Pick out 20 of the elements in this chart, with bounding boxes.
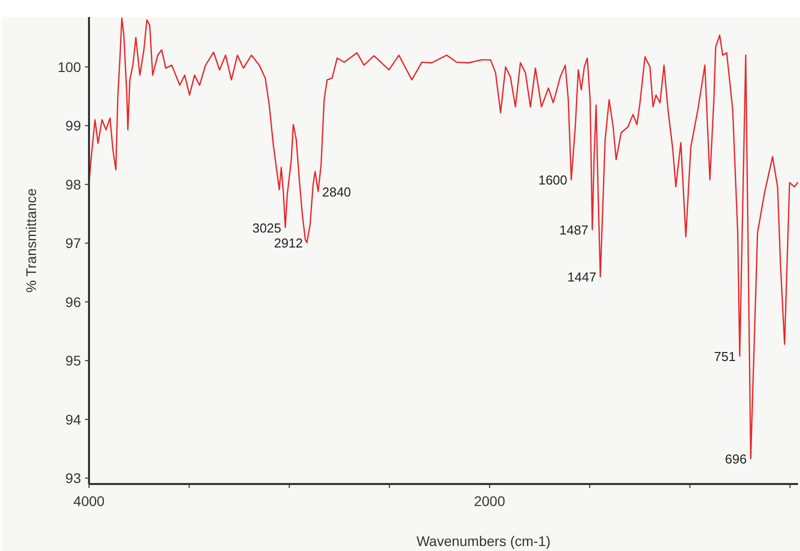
y-tick-label: 96 [65, 294, 82, 310]
annotation: 1447 [567, 270, 596, 285]
annotation: 1600 [538, 172, 568, 188]
annotation: 1487 [559, 222, 588, 238]
x-tick-label: 2000 [474, 493, 506, 509]
annotation: 696 [725, 452, 747, 467]
x-tick-label: 4000 [73, 493, 105, 509]
annotation: 3025 [252, 220, 282, 236]
y-tick-label: 100 [58, 58, 82, 75]
y-tick-label: 99 [65, 118, 82, 134]
annotation: 2912 [274, 236, 303, 251]
annotation: 2840 [322, 184, 352, 200]
y-tick-label: 98 [65, 176, 82, 192]
y-tick-label: 94 [65, 411, 82, 428]
y-tick-label: 95 [65, 352, 82, 369]
x-axis-title: Wavenumbers (cm-1) [416, 533, 551, 549]
annotation: 751 [714, 348, 736, 364]
y-axis-title: % Transmittance [23, 188, 39, 293]
y-tick-label: 97 [65, 235, 82, 252]
y-tick-label: 93 [65, 470, 82, 486]
